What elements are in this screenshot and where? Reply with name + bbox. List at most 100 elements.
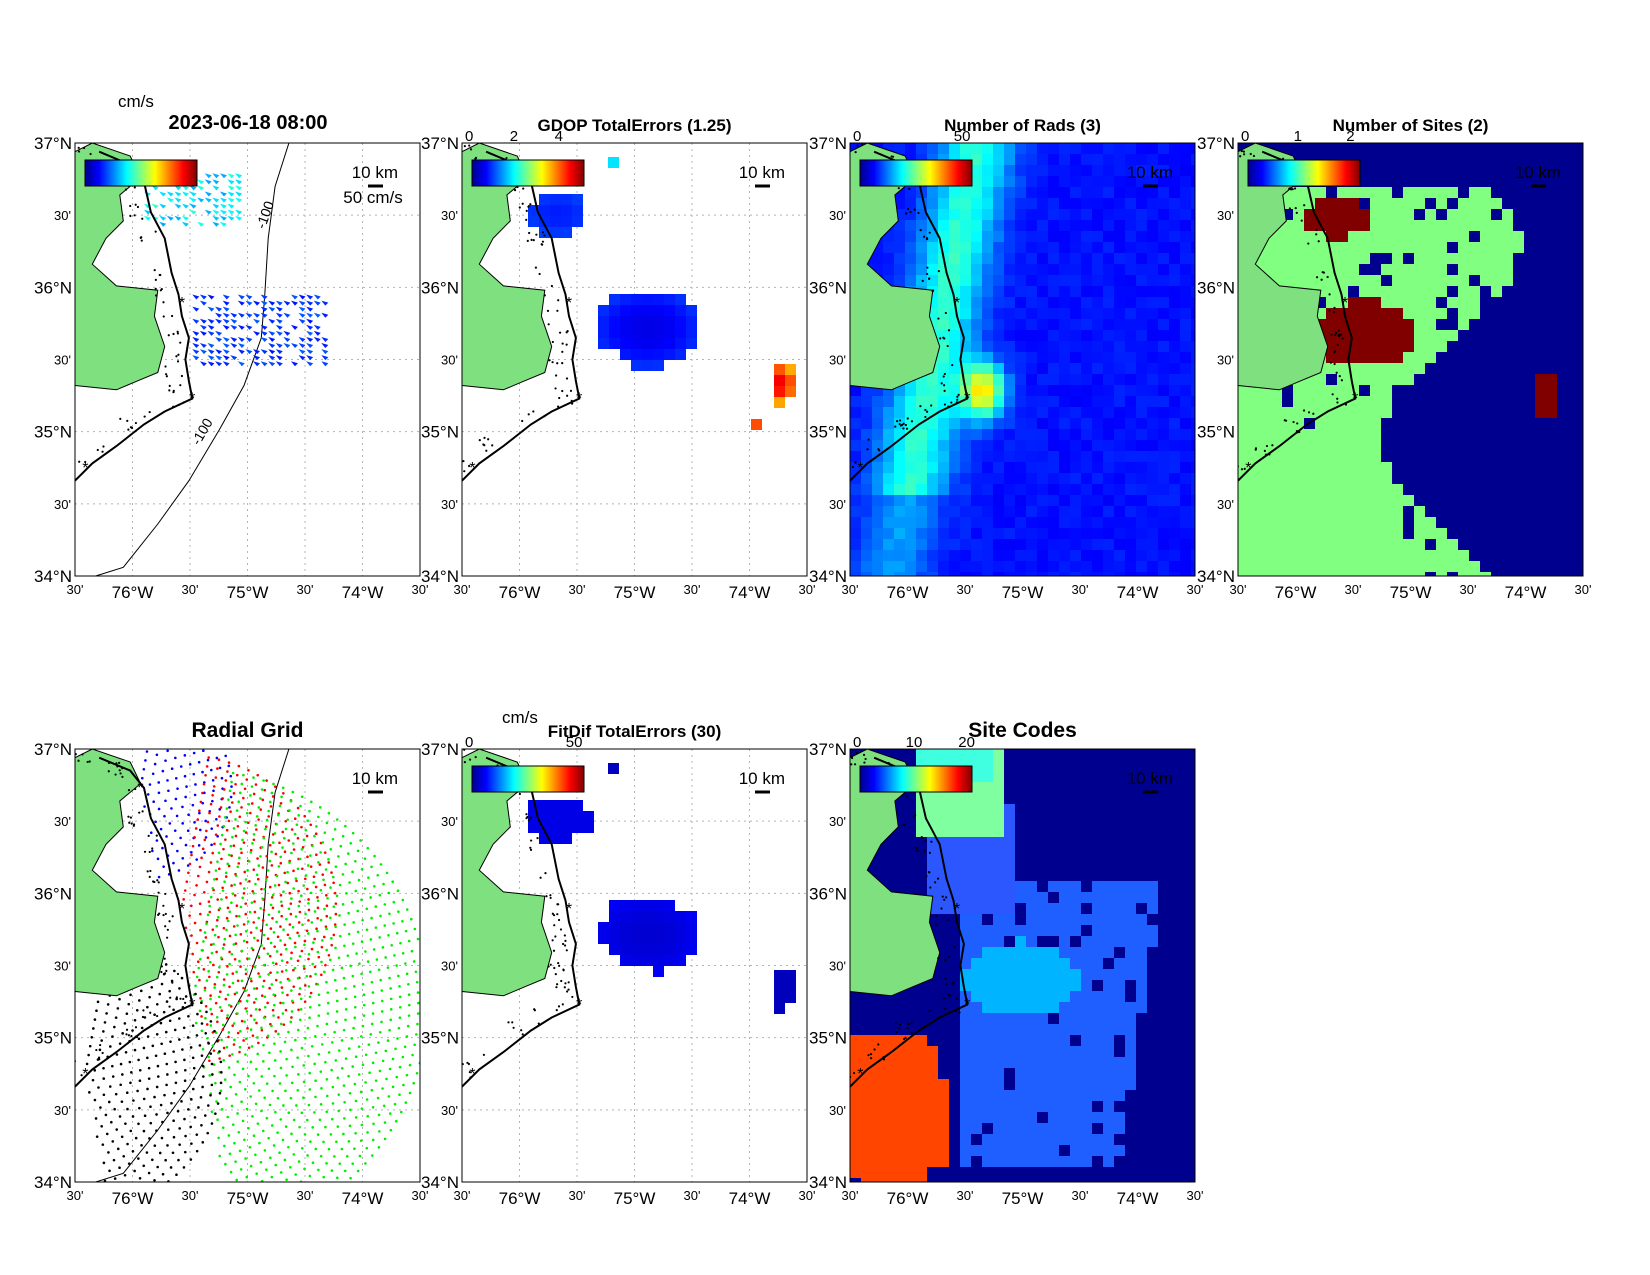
site-count-cell [1502,572,1513,576]
rad-count-cell [971,495,982,506]
rad-count-cell [971,198,982,209]
lat-minor-tick-label: 30' [54,353,71,368]
site-count-cell [1436,407,1447,418]
radial-grid-point [123,1022,127,1025]
radial-grid-point [238,791,242,795]
current-vector [313,300,321,306]
current-vector [298,318,306,324]
site-count-cell [1524,451,1535,462]
axes-frame [74,142,421,577]
rad-count-cell [1136,429,1147,440]
site-count-cell [1337,561,1348,572]
radial-grid-point [166,1128,170,1131]
radial-grid-point [298,955,302,958]
radial-grid-point [405,1073,409,1077]
radial-grid-point [166,749,169,753]
current-vector [275,330,283,336]
site-count-cell [1370,495,1381,506]
site-count-cell [1502,154,1513,165]
current-vector [253,318,261,324]
coastal-island-dot [1265,444,1269,448]
rad-count-cell [971,429,982,440]
site-count-cell [1480,451,1491,462]
radial-grid-point [178,1038,181,1041]
radial-grid-point [229,1170,233,1174]
current-vector [199,318,207,324]
coastline [462,150,581,482]
gdop-cell [653,316,664,327]
site-count-cell [1403,550,1414,561]
site-count-cell [1348,363,1359,374]
site-count-cell [1579,275,1583,286]
site-count-cell [1524,165,1535,176]
rad-count-cell [1015,429,1026,440]
coastal-island-dot [851,465,854,469]
site-count-cell [1524,264,1535,275]
rad-count-cell [1191,440,1195,451]
map-panel-num-sites: ****37°N36°N35°N34°N30'30'30'76°W75°W74°… [1197,116,1591,602]
rad-count-cell [850,429,861,440]
rad-count-cell [1136,396,1147,407]
current-vector [204,173,212,179]
coastal-island-dot [923,235,926,238]
coastal-island-dot [164,892,167,896]
site-count-cell [1546,462,1557,473]
rad-count-cell [960,308,971,319]
site-count-cell [1568,385,1579,396]
rad-count-cell [1169,407,1180,418]
site-count-cell [1568,495,1579,506]
rad-count-cell [1048,473,1059,484]
rad-count-cell [905,396,916,407]
rad-count-cell [993,495,1004,506]
radial-grid-point [352,985,356,988]
lat-tick-label: 36°N [809,278,847,297]
current-vector [283,343,291,349]
radial-grid-point [88,1091,91,1094]
coastal-island-dot [157,891,160,894]
rad-count-cell [1059,517,1070,528]
site-count-cell [1557,231,1568,242]
radial-grid-point [201,1047,205,1051]
current-vector [306,361,314,367]
radial-grid-point [190,851,193,854]
site-count-cell [1315,143,1326,154]
radial-grid-point [230,854,233,858]
rad-count-cell [1169,528,1180,539]
rad-count-cell [1092,539,1103,550]
rad-count-cell [1037,451,1048,462]
rad-count-cell [927,385,938,396]
site-count-cell [1546,220,1557,231]
site-count-cell [1282,473,1293,484]
rad-count-cell [938,143,949,154]
radial-grid-point [263,1005,267,1009]
rad-count-cell [971,451,982,462]
current-vector [204,209,212,215]
radial-grid-point [252,833,256,836]
current-vector [204,191,212,197]
radial-grid-point [108,1085,112,1088]
site-count-cell [1315,209,1326,220]
site-count-cell [1458,352,1469,363]
radial-grid-point [174,777,178,780]
radial-grid-point [162,1010,166,1014]
radial-grid-point [216,860,219,863]
current-vector [197,197,205,203]
radial-grid-point [389,1018,393,1022]
rad-count-cell [1048,429,1059,440]
site-count-cell [1436,176,1447,187]
current-vector [222,312,230,318]
rad-count-cell [861,572,872,576]
site-count-cell [1337,440,1348,451]
radial-grid-point [249,1028,253,1031]
rad-count-cell [1059,385,1070,396]
rad-count-cell [927,187,938,198]
radial-grid-point [303,943,306,947]
current-vector [290,361,298,367]
radial-grid-point [91,1078,95,1082]
site-count-cell [1535,484,1546,495]
current-vector [298,343,306,349]
rad-count-cell [1015,242,1026,253]
scale-bar-label: 10 km [739,163,785,182]
site-count-cell [1425,319,1436,330]
radial-grid-point [279,855,283,859]
